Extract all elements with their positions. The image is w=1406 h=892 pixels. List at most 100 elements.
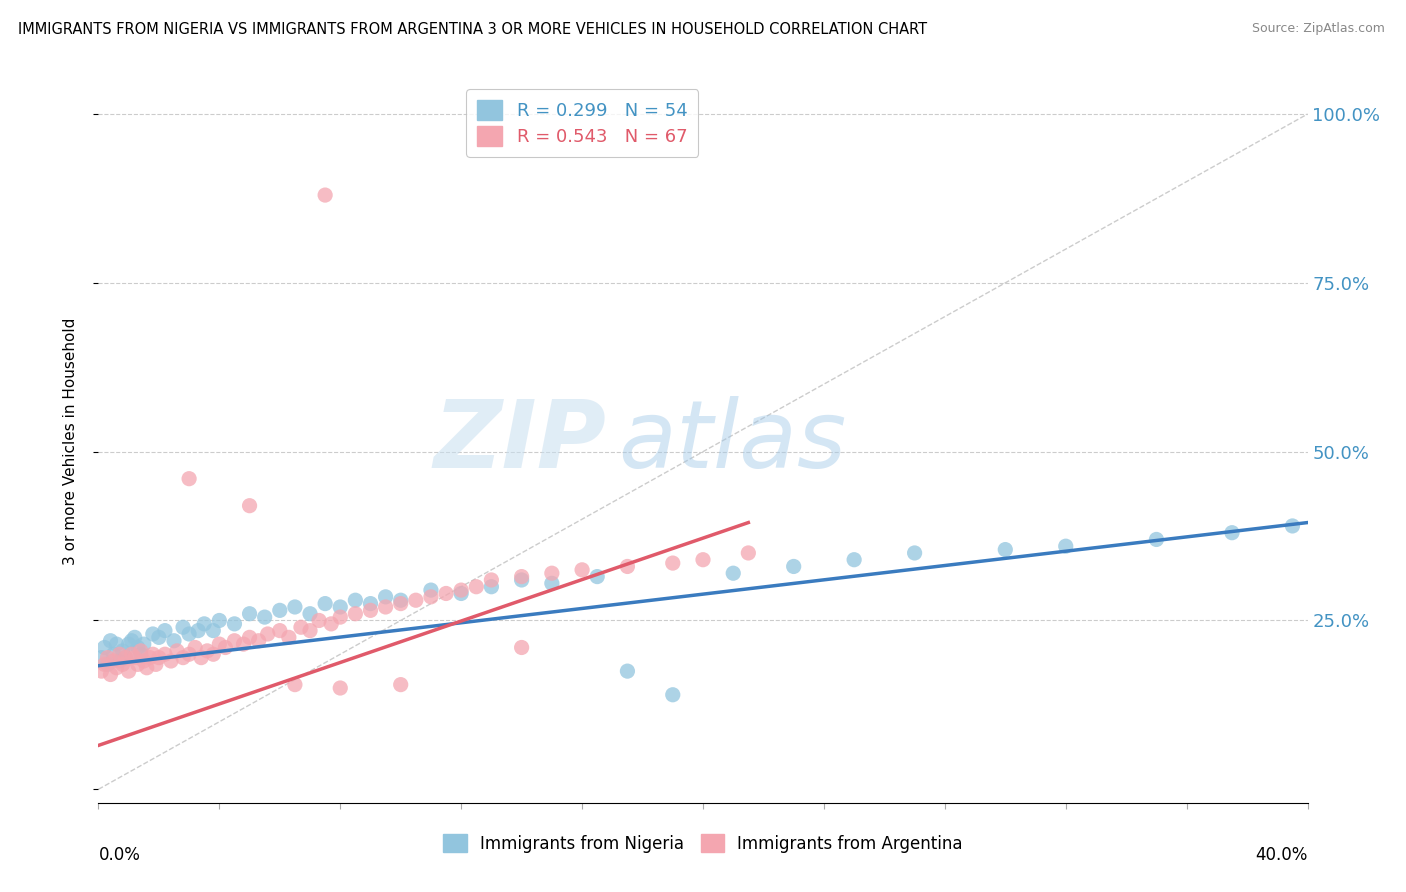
Point: [124, 650, 146, 665]
Point: [1144, 533, 1167, 547]
Point: [148, 650, 170, 665]
Point: [172, 650, 194, 665]
Point: [314, 597, 336, 611]
Point: [108, 654, 131, 668]
Point: [269, 624, 291, 638]
Point: [108, 647, 131, 661]
Point: [308, 614, 330, 628]
Point: [571, 563, 593, 577]
Point: [96, 650, 118, 665]
Point: [224, 616, 246, 631]
Point: [239, 499, 262, 513]
Point: [661, 688, 683, 702]
Point: [190, 650, 212, 665]
Point: [145, 657, 167, 672]
Point: [253, 610, 276, 624]
Point: [129, 644, 152, 658]
Point: [481, 580, 503, 594]
Point: [299, 607, 322, 621]
Point: [450, 586, 472, 600]
Text: atlas: atlas: [619, 396, 846, 487]
Point: [118, 664, 141, 678]
Point: [389, 593, 412, 607]
Point: [284, 599, 307, 614]
Point: [290, 620, 312, 634]
Text: ZIP: ZIP: [433, 395, 606, 488]
Point: [93, 640, 115, 655]
Point: [239, 631, 262, 645]
Point: [202, 624, 225, 638]
Point: [127, 640, 149, 655]
Point: [100, 667, 122, 681]
Point: [193, 616, 215, 631]
Point: [904, 546, 927, 560]
Point: [153, 624, 176, 638]
Point: [172, 620, 194, 634]
Point: [139, 650, 162, 665]
Point: [1220, 525, 1243, 540]
Point: [132, 654, 155, 668]
Point: [329, 610, 352, 624]
Point: [148, 631, 170, 645]
Point: [127, 657, 149, 672]
Point: [510, 640, 533, 655]
Point: [737, 546, 759, 560]
Point: [111, 657, 134, 672]
Point: [132, 637, 155, 651]
Text: 40.0%: 40.0%: [1256, 847, 1308, 864]
Point: [723, 566, 745, 581]
Point: [389, 678, 412, 692]
Y-axis label: 3 or more Vehicles in Household: 3 or more Vehicles in Household: [63, 318, 77, 566]
Point: [692, 552, 714, 566]
Point: [103, 654, 125, 668]
Point: [179, 627, 201, 641]
Point: [374, 590, 396, 604]
Point: [299, 624, 322, 638]
Point: [510, 573, 533, 587]
Point: [344, 607, 367, 621]
Point: [1281, 519, 1303, 533]
Point: [208, 637, 231, 651]
Point: [434, 586, 457, 600]
Point: [111, 644, 134, 658]
Point: [121, 633, 143, 648]
Point: [661, 556, 683, 570]
Text: 0.0%: 0.0%: [98, 847, 141, 864]
Point: [105, 637, 128, 651]
Point: [540, 576, 562, 591]
Point: [344, 593, 367, 607]
Point: [481, 573, 503, 587]
Point: [277, 631, 299, 645]
Point: [135, 661, 157, 675]
Point: [239, 607, 262, 621]
Point: [389, 597, 412, 611]
Text: IMMIGRANTS FROM NIGERIA VS IMMIGRANTS FROM ARGENTINA 3 OR MORE VEHICLES IN HOUSE: IMMIGRANTS FROM NIGERIA VS IMMIGRANTS FR…: [18, 22, 928, 37]
Point: [1054, 539, 1077, 553]
Point: [247, 633, 270, 648]
Point: [510, 569, 533, 583]
Point: [360, 597, 382, 611]
Point: [616, 664, 638, 678]
Point: [269, 603, 291, 617]
Point: [129, 647, 152, 661]
Point: [121, 647, 143, 661]
Point: [96, 657, 118, 672]
Point: [118, 637, 141, 651]
Point: [90, 664, 112, 678]
Point: [166, 644, 188, 658]
Point: [224, 633, 246, 648]
Point: [90, 650, 112, 665]
Point: [142, 647, 165, 661]
Point: [187, 624, 209, 638]
Point: [142, 627, 165, 641]
Legend: Immigrants from Nigeria, Immigrants from Argentina: Immigrants from Nigeria, Immigrants from…: [437, 828, 969, 860]
Point: [93, 657, 115, 672]
Point: [208, 614, 231, 628]
Point: [114, 650, 136, 665]
Point: [202, 647, 225, 661]
Point: [465, 580, 488, 594]
Point: [994, 542, 1017, 557]
Point: [105, 661, 128, 675]
Point: [783, 559, 806, 574]
Point: [232, 637, 254, 651]
